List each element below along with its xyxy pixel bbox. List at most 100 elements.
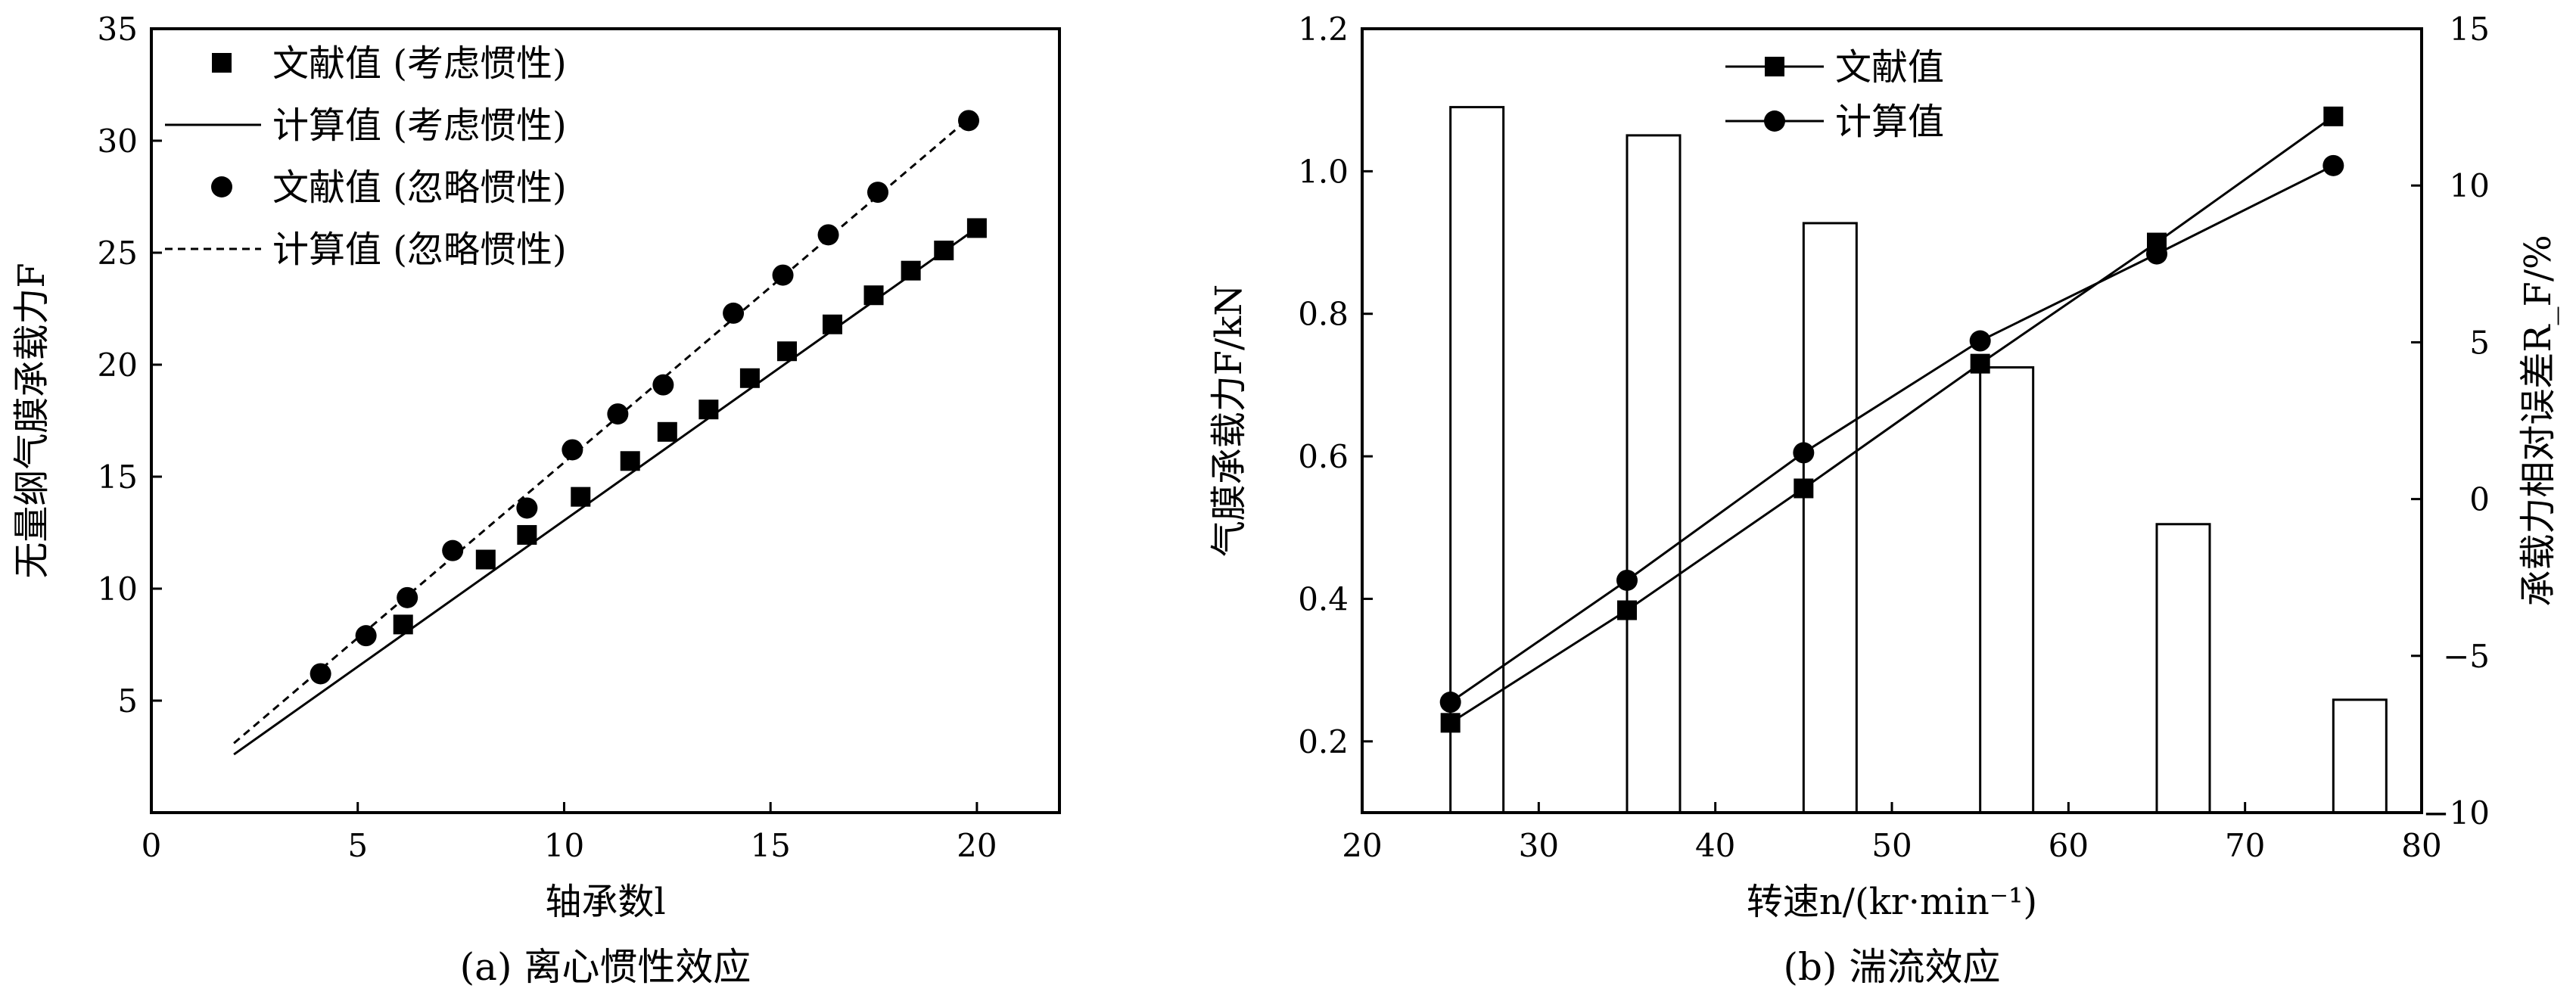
panel-b-circle-point bbox=[1793, 442, 1815, 464]
panel-a-circle-point bbox=[652, 374, 674, 396]
panel-b-series-line-1 bbox=[1449, 164, 2335, 704]
panel-b-y2-tick-label: 5 bbox=[2469, 324, 2490, 361]
panel-b-y2label: 承载力相对误差R_F/% bbox=[2517, 235, 2559, 606]
panel-a-caption: (a) 离心惯性效应 bbox=[460, 945, 751, 989]
panel-b-circle-point bbox=[1616, 569, 1638, 591]
panel-b-square-point bbox=[1970, 353, 1990, 374]
panel-a-square-point bbox=[571, 487, 591, 507]
panel-a-series-line-3 bbox=[233, 110, 978, 745]
panel-a-ylabel: 无量纲气膜承载力F bbox=[11, 263, 53, 578]
panel-b-legend: 文献值 计算值 bbox=[1725, 46, 1944, 143]
panel-a-square-point bbox=[934, 241, 954, 261]
panel-a-x-tick-label: 0 bbox=[142, 827, 162, 864]
panel-a-circle-point bbox=[723, 302, 745, 324]
panel-a-legend: 文献值 (考虑惯性) 计算值 (考虑惯性) 文献值 (忽略惯性) 计算值 (忽略… bbox=[165, 42, 567, 271]
panel-a-circle-point bbox=[867, 182, 888, 204]
panel-b-x-tick-label: 50 bbox=[1871, 827, 1912, 864]
panel-b-y-tick-label: 0.4 bbox=[1298, 580, 1349, 617]
panel-b-y-tick-label: 1.0 bbox=[1298, 153, 1349, 190]
panel-a-y-tick-label: 25 bbox=[98, 235, 138, 272]
panel-b: 20 30 40 50 60 70 80 0.2 0.4 0.6 0.8 1.0 1.2 −10 −5 0 5 1… bbox=[1208, 11, 2559, 989]
panel-b-y2-tick-label: 0 bbox=[2469, 481, 2490, 518]
panel-b-y-tick-label: 0.8 bbox=[1298, 296, 1349, 333]
panel-a-square-point bbox=[620, 451, 640, 471]
panel-a: 0 5 10 15 20 5 10 15 20 25 30 35 文献值 (考虑惯性) 计算值 (考虑… bbox=[11, 11, 1061, 989]
panel-a-square-point bbox=[517, 524, 537, 545]
panel-b-x-tick-label: 60 bbox=[2049, 827, 2089, 864]
legend-square-marker bbox=[212, 53, 232, 73]
panel-a-circle-point bbox=[397, 586, 418, 608]
legend-label-calc: 计算值 bbox=[1835, 101, 1944, 143]
panel-a-square-point bbox=[823, 314, 842, 334]
panel-a-square-point bbox=[901, 260, 921, 281]
panel-a-frame bbox=[150, 27, 1061, 814]
panel-a-x-tick-label: 15 bbox=[750, 827, 790, 864]
panel-a-square-point bbox=[966, 218, 987, 238]
panel-a-y-tick-label: 15 bbox=[98, 459, 138, 496]
panel-a-square-point bbox=[777, 341, 797, 362]
panel-b-y2-tick-label: 15 bbox=[2450, 11, 2490, 48]
panel-a-square-point bbox=[475, 549, 496, 570]
panel-b-error-bar bbox=[1979, 366, 2035, 814]
panel-b-circle-point bbox=[1969, 330, 1991, 352]
panel-b-x-tick-label: 40 bbox=[1695, 827, 1735, 864]
panel-b-caption: (b) 湍流效应 bbox=[1784, 945, 2001, 989]
panel-b-circle-point bbox=[2146, 243, 2167, 265]
panel-b-frame bbox=[1361, 27, 2423, 814]
panel-a-square-point bbox=[393, 614, 413, 635]
panel-a-y-tick-label: 30 bbox=[98, 123, 138, 160]
panel-a-y-tick-label: 5 bbox=[117, 682, 138, 720]
panel-b-square-point bbox=[1440, 713, 1461, 733]
panel-a-square-point bbox=[657, 421, 677, 442]
panel-a-y-tick-label: 20 bbox=[98, 347, 138, 384]
panel-a-y-tick-label: 35 bbox=[98, 11, 138, 48]
panel-b-ylabel: 气膜承载力F/kN bbox=[1208, 284, 1250, 558]
legend-label-calc-inertia: 计算值 (考虑惯性) bbox=[272, 104, 567, 147]
panel-a-square-point bbox=[739, 368, 760, 388]
panel-a-circle-point bbox=[817, 224, 839, 246]
panel-a-x-tick-label: 10 bbox=[544, 827, 584, 864]
legend-label-lit-inertia: 文献值 (考虑惯性) bbox=[272, 42, 567, 85]
panel-b-x-tick-label: 20 bbox=[1342, 827, 1382, 864]
panel-b-x-tick-label: 80 bbox=[2401, 827, 2441, 864]
panel-a-xlabel: 轴承数l bbox=[545, 881, 665, 923]
panel-b-y-tick-label: 0.2 bbox=[1298, 723, 1349, 760]
panel-a-circle-point bbox=[958, 110, 979, 132]
panel-b-circle-point bbox=[1439, 692, 1461, 714]
panel-b-y-tick-label: 1.2 bbox=[1298, 11, 1349, 48]
panel-a-circle-point bbox=[310, 663, 331, 685]
panel-b-error-bar bbox=[1802, 222, 1858, 814]
legend-label-lit: 文献值 bbox=[1835, 46, 1944, 89]
panel-a-circle-point bbox=[516, 497, 538, 519]
panel-b-error-bar bbox=[2155, 523, 2211, 814]
legend-label-calc-no-inertia: 计算值 (忽略惯性) bbox=[272, 229, 567, 271]
panel-b-error-bar bbox=[2332, 698, 2388, 814]
legend-square-marker bbox=[1765, 57, 1784, 76]
panel-a-series-line-1 bbox=[233, 227, 978, 756]
legend-label-lit-no-inertia: 文献值 (忽略惯性) bbox=[272, 166, 567, 209]
panel-a-square-point bbox=[698, 400, 719, 420]
panel-a-square-point bbox=[863, 285, 884, 306]
panel-b-square-point bbox=[2323, 106, 2344, 126]
legend-circle-marker bbox=[211, 176, 232, 197]
panel-a-circle-point bbox=[355, 625, 377, 647]
panel-b-x-tick-label: 70 bbox=[2225, 827, 2265, 864]
panel-b-square-point bbox=[1794, 478, 1814, 499]
panel-b-square-point bbox=[1617, 600, 1637, 620]
panel-b-error-bar bbox=[1626, 134, 1682, 814]
panel-b-y-tick-label: 0.6 bbox=[1298, 438, 1349, 475]
panel-b-y2-tick-label: −5 bbox=[2443, 638, 2490, 675]
panel-b-y2-tick-label: 10 bbox=[2450, 167, 2490, 204]
panel-a-circle-point bbox=[562, 439, 583, 461]
panel-a-x-tick-label: 20 bbox=[957, 827, 997, 864]
panel-a-y-tick-label: 10 bbox=[98, 571, 138, 608]
panel-b-series-line-0 bbox=[1449, 115, 2335, 724]
panel-a-circle-point bbox=[607, 403, 629, 425]
legend-circle-marker bbox=[1764, 110, 1785, 132]
panel-a-circle-point bbox=[442, 539, 464, 561]
panel-b-x-tick-label: 30 bbox=[1519, 827, 1559, 864]
panel-b-circle-point bbox=[2322, 154, 2344, 176]
panel-b-y2-tick-label: −10 bbox=[2422, 794, 2490, 832]
panel-a-circle-point bbox=[772, 264, 794, 286]
